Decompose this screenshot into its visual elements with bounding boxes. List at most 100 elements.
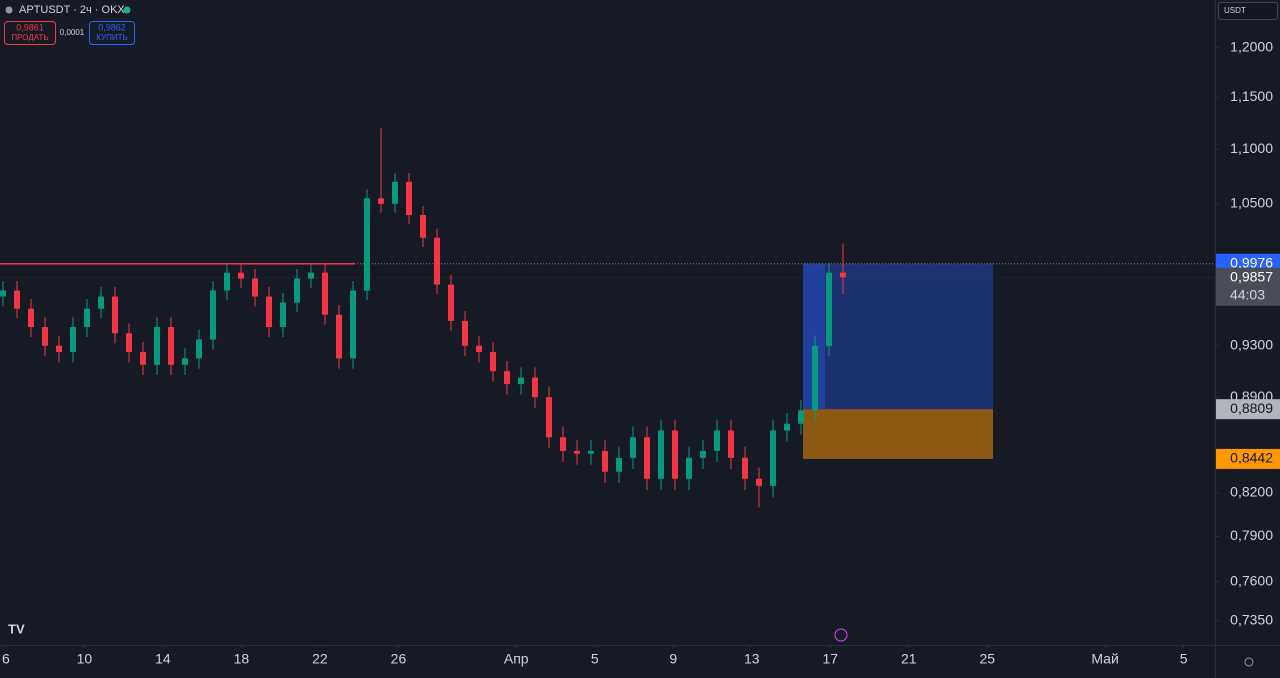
- candle-body: [56, 345, 62, 353]
- candle-body: [728, 430, 734, 458]
- last-price-tag: [1216, 267, 1280, 306]
- x-tick-label: Май: [1091, 651, 1118, 667]
- stop-label: 0,8442: [1230, 450, 1273, 466]
- market-status: [123, 6, 131, 14]
- x-tick-label: 9: [669, 651, 677, 667]
- stop-tag: [1216, 448, 1280, 469]
- y-tick-label: 0,7900: [1230, 527, 1273, 543]
- candle-body: [336, 314, 342, 359]
- x-tick-label: 6: [2, 651, 10, 667]
- candle-body: [714, 430, 720, 451]
- candle-body: [840, 272, 846, 278]
- candle-body: [798, 410, 804, 424]
- candle-body: [434, 237, 440, 285]
- buy-button[interactable]: [89, 21, 135, 45]
- candle-body: [644, 437, 650, 479]
- x-tick-label: 10: [77, 651, 93, 667]
- loss-zone: [803, 409, 993, 459]
- candle-body: [476, 345, 482, 353]
- candle-body: [42, 327, 48, 346]
- candle-body: [238, 272, 244, 279]
- y-tick-label: 1,2000: [1230, 38, 1273, 54]
- candle-body: [168, 327, 174, 365]
- candle-body: [518, 377, 524, 385]
- x-tick-label: 17: [822, 651, 838, 667]
- candle-body: [756, 478, 762, 486]
- candle-body: [378, 198, 384, 204]
- candle-body: [28, 308, 34, 328]
- buy-price: 0,9862: [98, 22, 126, 32]
- candle-body: [154, 327, 160, 365]
- buy-label: КУПИТЬ: [96, 33, 127, 42]
- candle-body: [812, 345, 818, 411]
- y-tick-label: 0,7600: [1230, 572, 1273, 588]
- header: APTUSDT · 2ч · OKX 0,9861 ПРОДАТЬ 0,0001…: [4, 2, 1278, 667]
- x-tick-label: 21: [901, 651, 917, 667]
- candle-body: [616, 457, 622, 472]
- candle-body: [70, 327, 76, 353]
- candle-body: [560, 437, 566, 451]
- entry-tag: [1216, 399, 1280, 420]
- candle-body: [14, 290, 20, 309]
- candle-body: [504, 371, 510, 385]
- candle-body: [784, 423, 790, 431]
- candle-body: [462, 320, 468, 346]
- profit-zone: [803, 263, 993, 410]
- candle-body: [266, 296, 272, 328]
- candle-body: [420, 215, 426, 238]
- candle-body: [588, 450, 594, 454]
- currency: USDT: [1224, 6, 1246, 15]
- candle-body: [294, 278, 300, 303]
- candle-body: [126, 333, 132, 353]
- spread: 0,0001: [60, 28, 85, 37]
- candle-body: [392, 181, 398, 204]
- candle-body: [546, 397, 552, 438]
- currency-select[interactable]: [1218, 2, 1278, 20]
- candle-body: [364, 198, 370, 291]
- candle-body: [308, 272, 314, 279]
- candle-body: [742, 457, 748, 479]
- candle-body: [224, 272, 230, 291]
- candle-body: [574, 450, 580, 454]
- candle-body: [252, 278, 258, 297]
- settings-icon[interactable]: [1244, 657, 1254, 667]
- profit-filled: [803, 263, 825, 410]
- candle-body: [490, 352, 496, 372]
- tv-logo: TV: [8, 621, 25, 636]
- candle-body: [630, 437, 636, 458]
- x-tick-label: 14: [155, 651, 171, 667]
- candle-body: [672, 430, 678, 479]
- candle-body: [350, 290, 356, 359]
- last-price-label: 0,9857: [1230, 268, 1273, 284]
- x-tick-label: 13: [744, 651, 760, 667]
- events-icon[interactable]: [834, 628, 848, 642]
- x-tick-label: 5: [1180, 651, 1188, 667]
- last-price-countdown: 44:03: [1230, 286, 1265, 302]
- y-tick-label: 1,0500: [1230, 195, 1273, 211]
- candle-body: [0, 290, 6, 297]
- candle-body: [210, 290, 216, 340]
- x-tick-label: 22: [312, 651, 328, 667]
- sell-button[interactable]: [4, 21, 56, 45]
- candle-body: [98, 296, 104, 309]
- candle-body: [532, 377, 538, 398]
- x-tick-label: 5: [591, 651, 599, 667]
- sell-price: 0,9861: [16, 22, 44, 32]
- candle-body: [658, 430, 664, 479]
- y-tick-label: 1,1500: [1230, 88, 1273, 104]
- candle-body: [602, 450, 608, 472]
- x-tick-label: 18: [234, 651, 250, 667]
- candle-body: [196, 339, 202, 359]
- candle-body: [140, 352, 146, 365]
- target-label: 0,9976: [1230, 254, 1273, 270]
- sell-label: ПРОДАТЬ: [11, 33, 48, 42]
- candle-body: [448, 284, 454, 321]
- candle-body: [700, 450, 706, 458]
- y-tick-label: 0,8200: [1230, 484, 1273, 500]
- x-tick-label: Апр: [504, 651, 529, 667]
- y-tick-label: 0,7350: [1230, 612, 1273, 628]
- candle-body: [686, 457, 692, 479]
- candle-body: [84, 308, 90, 328]
